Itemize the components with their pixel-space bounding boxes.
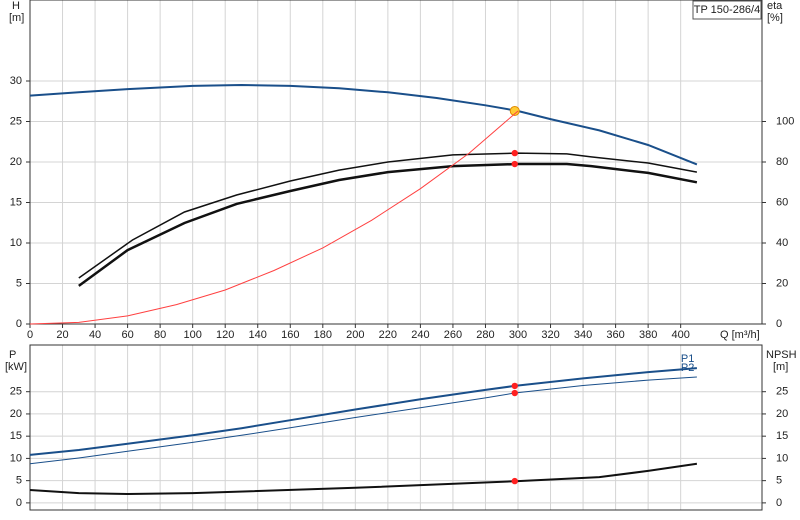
series-label: P1 [681,353,694,365]
series-label: P2 [681,362,694,374]
duty-point [511,149,518,157]
y-tick-label: 5 [16,475,22,487]
x-tick-label: 220 [379,329,397,341]
y2-tick-label: 0 [776,497,782,509]
x-tick-label: 60 [121,329,133,341]
y-tick-label: 20 [10,156,22,168]
y2-tick-label: 0 [776,318,782,330]
y-tick-label: 15 [10,430,22,442]
series-line [78,162,698,287]
duty-point [511,477,518,485]
x-tick-label: 280 [476,329,494,341]
x-tick-label: 20 [56,329,68,341]
series-line [29,83,698,166]
x-tick-label: 320 [541,329,559,341]
y-tick-label: 25 [10,386,22,398]
y2-tick-label: 40 [776,237,788,249]
series-line [29,462,698,496]
x-tick-label: 260 [444,329,462,341]
y2-tick-label: 80 [776,156,788,168]
y2-label: NPSH [766,349,797,361]
x-tick-label: 100 [183,329,201,341]
y2-tick-label: 15 [776,430,788,442]
x-tick-label: 140 [249,329,267,341]
y2-unit: [m] [773,361,788,373]
x-label: Q [m³/h] [720,329,760,341]
y2-tick-label: 60 [776,196,788,208]
series-line [78,152,698,279]
x-tick-label: 240 [411,329,429,341]
y-unit: [kW] [5,361,27,373]
x-tick-label: 40 [89,329,101,341]
x-tick-label: 300 [509,329,527,341]
y2-label: eta [767,0,783,12]
series-line [29,367,697,456]
x-tick-label: 340 [574,329,592,341]
x-tick-label: 180 [314,329,332,341]
y2-unit: [%] [767,12,783,24]
series-line [29,376,697,465]
y-tick-label: 20 [10,408,22,420]
x-tick-label: 360 [606,329,624,341]
duty-point [511,389,518,397]
duty-point [511,382,518,390]
x-tick-label: 380 [639,329,657,341]
y-tick-label: 5 [16,277,22,289]
x-tick-label: 200 [346,329,364,341]
duty-point [509,105,520,116]
y-tick-label: 15 [10,196,22,208]
y-tick-label: 30 [10,75,22,87]
y2-tick-label: 100 [776,115,794,127]
y-label: P [9,349,16,361]
title-box [692,0,762,20]
y2-tick-label: 5 [776,475,782,487]
y-tick-label: 10 [10,237,22,249]
y-unit: [m] [9,12,24,24]
x-tick-label: 120 [216,329,234,341]
x-tick-label: 400 [671,329,689,341]
y2-tick-label: 20 [776,408,788,420]
series-line [29,110,519,325]
y2-tick-label: 25 [776,386,788,398]
y-tick-label: 10 [10,452,22,464]
y2-tick-label: 20 [776,277,788,289]
duty-point [511,160,518,168]
plot-frame [29,344,763,511]
y2-tick-label: 10 [776,452,788,464]
y-tick-label: 0 [16,318,22,330]
y-label: H [12,0,20,12]
y-tick-label: 0 [16,497,22,509]
x-tick-label: 160 [281,329,299,341]
y-tick-label: 25 [10,115,22,127]
x-tick-label: 0 [27,329,33,341]
chart-title: TP 150-286/4 [694,4,760,16]
x-tick-label: 80 [154,329,166,341]
